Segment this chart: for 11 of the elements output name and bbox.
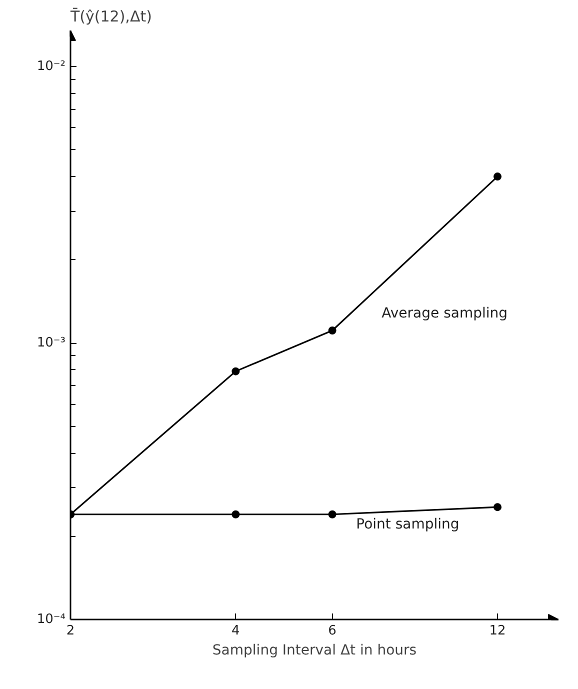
x-tick-label: 2 [66,624,75,638]
x-tick-label: 12 [489,624,506,638]
y-tick-label: 10⁻⁴ [36,612,66,627]
annotation: Average sampling [382,305,508,322]
y-tick-label: 10⁻³ [36,336,66,351]
y-axis-title: T̄(ŷ(12),Δt) [70,6,152,26]
x-tick-label: 6 [328,624,336,638]
y-tick-label: 10⁻² [36,59,66,74]
annotation: Point sampling [356,516,460,532]
x-axis-title: Sampling Interval Δt in hours [212,642,417,658]
x-tick-label: 4 [232,624,240,638]
